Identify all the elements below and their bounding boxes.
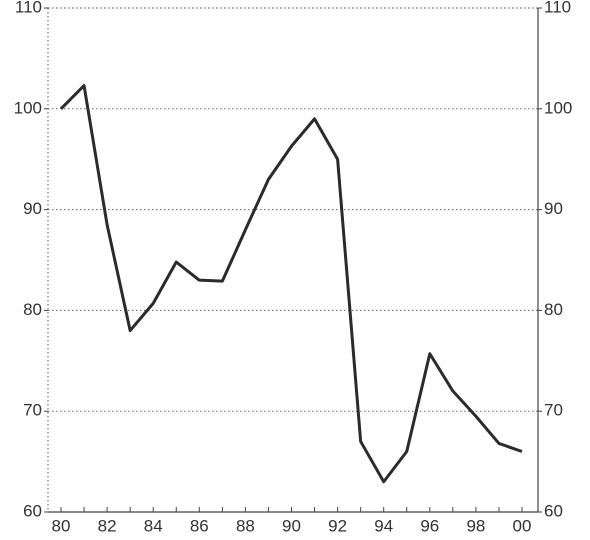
x-tick-label: 88 <box>236 516 255 535</box>
x-tick-label: 94 <box>374 516 393 535</box>
x-tick-label: 80 <box>52 516 71 535</box>
x-tick-label: 00 <box>513 516 532 535</box>
y2-tick-label: 110 <box>544 0 571 16</box>
y-tick-label: 60 <box>23 501 42 520</box>
data-line <box>59 84 523 484</box>
x-tick-label: 96 <box>420 516 439 535</box>
x-tick-label: 82 <box>98 516 117 535</box>
y2-tick-label: 90 <box>544 199 563 218</box>
x-tick-label: 90 <box>282 516 301 535</box>
x-tick-label: 98 <box>466 516 485 535</box>
y-tick-label: 70 <box>23 401 42 420</box>
y-tick-label: 80 <box>23 300 42 319</box>
y-tick-label: 90 <box>23 199 42 218</box>
x-tick-label: 86 <box>190 516 209 535</box>
x-tick-label: 92 <box>328 516 347 535</box>
x-tick-label: 84 <box>144 516 163 535</box>
y-tick-label: 110 <box>15 0 42 16</box>
y-tick-label: 100 <box>14 98 42 117</box>
y2-tick-label: 60 <box>544 501 563 520</box>
y2-tick-label: 100 <box>544 98 572 117</box>
y2-tick-label: 70 <box>544 401 563 420</box>
y2-tick-label: 80 <box>544 300 563 319</box>
